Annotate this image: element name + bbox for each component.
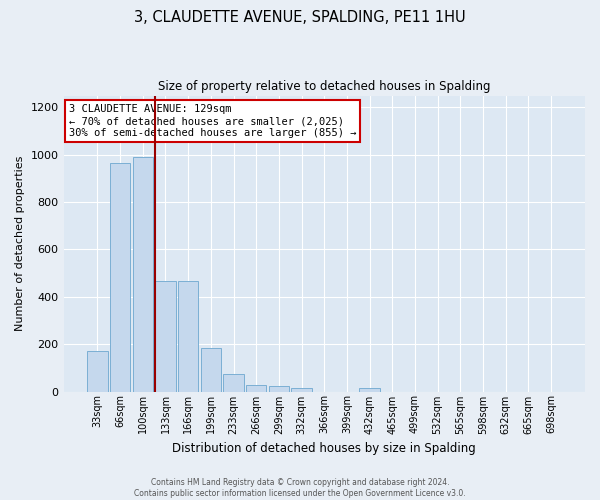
Bar	[87, 352, 107, 392]
Text: 3 CLAUDETTE AVENUE: 129sqm
← 70% of detached houses are smaller (2,025)
30% of s: 3 CLAUDETTE AVENUE: 129sqm ← 70% of deta…	[69, 104, 356, 138]
Y-axis label: Number of detached properties: Number of detached properties	[15, 156, 25, 331]
Bar	[110, 163, 130, 392]
Bar	[292, 388, 312, 392]
Bar	[246, 385, 266, 392]
Title: Size of property relative to detached houses in Spalding: Size of property relative to detached ho…	[158, 80, 491, 93]
Bar	[155, 282, 176, 392]
Bar	[223, 374, 244, 392]
Bar	[269, 386, 289, 392]
Bar	[359, 388, 380, 392]
Bar	[200, 348, 221, 392]
Bar	[178, 282, 199, 392]
Text: Contains HM Land Registry data © Crown copyright and database right 2024.
Contai: Contains HM Land Registry data © Crown c…	[134, 478, 466, 498]
Bar	[133, 157, 153, 392]
Text: 3, CLAUDETTE AVENUE, SPALDING, PE11 1HU: 3, CLAUDETTE AVENUE, SPALDING, PE11 1HU	[134, 10, 466, 25]
X-axis label: Distribution of detached houses by size in Spalding: Distribution of detached houses by size …	[172, 442, 476, 455]
